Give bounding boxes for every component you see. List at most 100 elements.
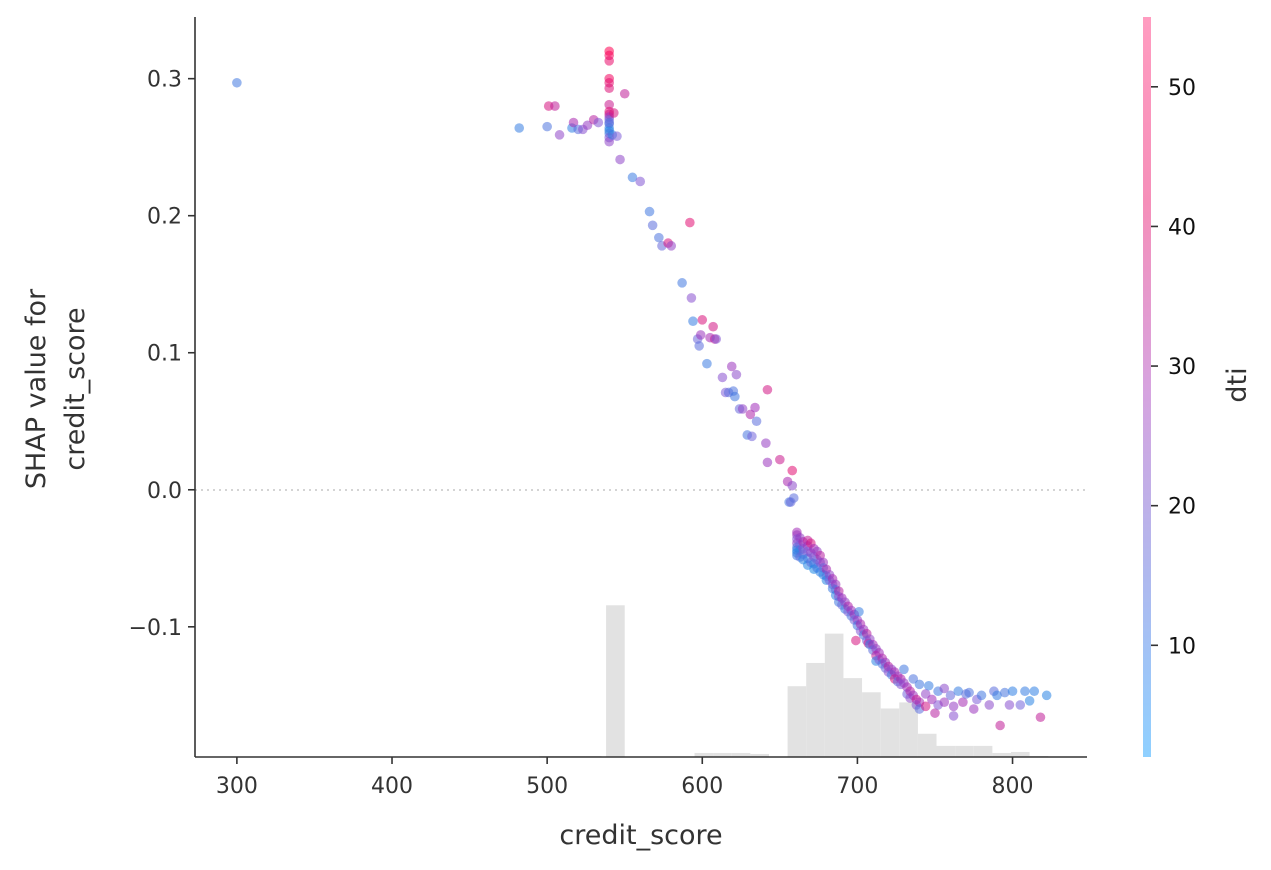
data-point	[604, 99, 614, 110]
histogram-bar	[973, 745, 993, 757]
data-point	[702, 358, 712, 369]
colorbar-tick-label: 30	[1168, 355, 1196, 380]
data-point	[920, 689, 931, 699]
histogram-bar	[1010, 751, 1030, 757]
data-point	[542, 121, 552, 132]
x-axis-label: credit_score	[559, 820, 722, 851]
data-point	[789, 493, 799, 503]
data-point	[964, 687, 974, 698]
colorbar-label: dti	[1222, 367, 1253, 402]
x-tick-label: 600	[681, 774, 723, 799]
x-tick-label: 300	[216, 774, 258, 799]
data-point	[697, 315, 708, 325]
data-point	[1029, 686, 1040, 697]
x-tick-label: 700	[836, 774, 878, 799]
data-point	[609, 108, 619, 118]
data-point	[920, 701, 931, 712]
y-axis-label-line2: credit_score	[60, 307, 91, 470]
data-point	[615, 154, 625, 165]
data-point	[695, 330, 706, 340]
data-point	[953, 686, 964, 697]
histogram-bar	[731, 752, 751, 757]
histogram-bar	[787, 686, 807, 757]
histogram-bar	[750, 753, 769, 757]
data-point	[899, 664, 909, 675]
data-point	[514, 123, 525, 133]
data-point	[232, 77, 242, 88]
data-point	[995, 720, 1005, 731]
data-point	[644, 206, 655, 217]
data-point	[948, 711, 959, 721]
histogram-bar	[824, 633, 844, 757]
data-point	[568, 117, 579, 128]
data-point	[554, 130, 565, 140]
data-point	[761, 438, 771, 448]
y-tick-label: 0.0	[147, 479, 182, 504]
data-point	[688, 316, 698, 327]
data-point	[647, 220, 658, 231]
data-point	[747, 431, 757, 442]
data-point	[677, 278, 687, 288]
data-point	[762, 384, 773, 395]
data-point	[604, 117, 614, 128]
data-point	[550, 101, 560, 111]
data-point	[968, 704, 979, 714]
data-point	[745, 409, 756, 420]
colorbar-tick-label: 10	[1168, 634, 1196, 659]
data-point	[958, 697, 968, 707]
data-point	[730, 391, 740, 402]
data-point	[1035, 712, 1046, 723]
histogram-bar	[694, 752, 714, 757]
y-tick-label: 0.3	[147, 68, 182, 93]
histogram-bar	[843, 678, 863, 757]
y-axis-label-line1: SHAP value for	[21, 288, 52, 489]
histogram-bar	[862, 692, 881, 757]
data-point	[619, 88, 630, 99]
data-point	[685, 217, 695, 228]
data-point	[927, 694, 937, 705]
data-point	[908, 674, 919, 684]
scatter-points	[232, 46, 1052, 731]
data-point	[787, 465, 798, 476]
data-point	[984, 700, 995, 710]
data-point	[992, 690, 1002, 701]
data-point	[604, 83, 614, 94]
y-axis-ticks: −0.1 0.0 0.1 0.2 0.3	[129, 68, 195, 641]
colorbar-tick-label: 40	[1168, 215, 1196, 240]
histogram-bar	[917, 733, 937, 757]
data-point	[726, 361, 737, 372]
data-point	[717, 372, 728, 383]
data-point	[775, 454, 785, 465]
data-point	[654, 232, 664, 243]
colorbar-tick-label: 50	[1168, 76, 1196, 101]
data-point	[923, 680, 934, 691]
data-point	[751, 416, 762, 427]
data-point	[939, 683, 950, 694]
data-point	[686, 293, 697, 303]
data-point	[666, 241, 677, 251]
data-point	[635, 176, 646, 187]
histogram-bar	[880, 708, 900, 757]
data-point	[914, 679, 925, 690]
data-point	[1004, 700, 1015, 710]
data-point	[694, 341, 704, 351]
y-tick-label: 0.2	[147, 205, 182, 230]
data-point	[708, 321, 718, 332]
data-point	[627, 172, 638, 183]
data-point	[851, 635, 861, 646]
data-point	[1015, 700, 1026, 710]
y-tick-label: 0.1	[147, 342, 182, 367]
histogram-bar	[992, 752, 1011, 757]
colorbar-ticks: 10 20 30 40 50	[1151, 76, 1196, 659]
data-point	[731, 369, 742, 380]
histogram-bar	[936, 745, 956, 757]
x-tick-label: 400	[371, 774, 413, 799]
data-point	[593, 117, 604, 128]
data-point	[999, 687, 1010, 698]
histogram-bar	[606, 605, 625, 757]
x-tick-label: 500	[526, 774, 568, 799]
data-point	[1007, 686, 1018, 697]
histogram-bar	[806, 662, 825, 757]
data-point	[1041, 690, 1052, 701]
